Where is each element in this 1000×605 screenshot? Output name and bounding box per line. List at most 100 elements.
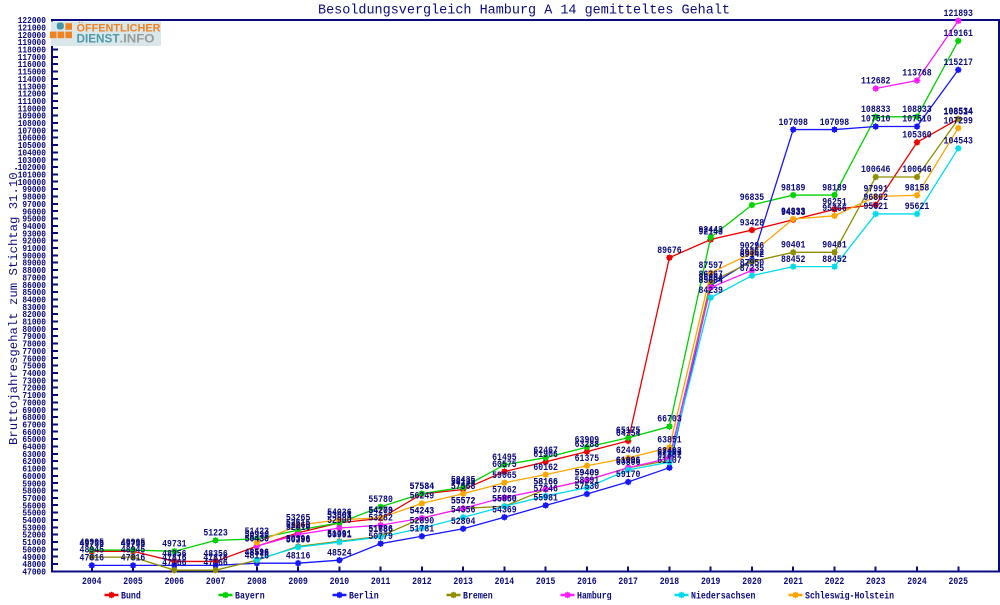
svg-text:108514: 108514	[944, 107, 973, 118]
svg-text:53601: 53601	[327, 511, 352, 522]
svg-text:51686: 51686	[368, 525, 393, 536]
svg-text:60000: 60000	[22, 472, 46, 482]
svg-text:107098: 107098	[820, 118, 849, 129]
svg-text:52900: 52900	[327, 516, 352, 527]
svg-text:2016: 2016	[577, 577, 597, 588]
svg-text:61495: 61495	[492, 453, 517, 464]
svg-text:100646: 100646	[861, 165, 890, 176]
svg-text:Bruttojahresgehalt zum Stichta: Bruttojahresgehalt zum Stichtag 31.10.	[7, 165, 21, 445]
svg-text:105360: 105360	[902, 131, 931, 142]
svg-text:112000: 112000	[18, 90, 46, 100]
svg-text:48000: 48000	[22, 560, 46, 570]
svg-text:Niedersachsen: Niedersachsen	[691, 590, 755, 600]
svg-text:49735: 49735	[80, 539, 105, 550]
svg-text:61000: 61000	[22, 465, 46, 475]
svg-text:62103: 62103	[657, 449, 682, 460]
svg-text:49905: 49905	[121, 538, 146, 549]
svg-text:47816: 47816	[80, 554, 105, 565]
svg-text:87597: 87597	[698, 261, 723, 272]
svg-text:115217: 115217	[944, 58, 973, 69]
svg-text:2011: 2011	[371, 577, 391, 588]
svg-text:57584: 57584	[410, 482, 435, 493]
svg-text:64754: 64754	[616, 429, 641, 440]
svg-text:119161: 119161	[944, 29, 973, 40]
svg-text:55850: 55850	[492, 495, 517, 506]
svg-text:55780: 55780	[368, 495, 393, 506]
svg-text:85904: 85904	[698, 274, 723, 285]
svg-text:95366: 95366	[822, 204, 847, 215]
svg-text:57062: 57062	[492, 486, 517, 497]
svg-text:104000: 104000	[18, 148, 46, 158]
svg-text:107098: 107098	[779, 118, 808, 129]
svg-text:DIENST: DIENST	[77, 34, 120, 46]
svg-text:68000: 68000	[22, 413, 46, 423]
svg-text:89362: 89362	[740, 248, 765, 259]
svg-text:97000: 97000	[22, 200, 46, 210]
svg-text:96862: 96862	[863, 193, 888, 204]
svg-text:49731: 49731	[162, 540, 187, 551]
svg-text:2018: 2018	[660, 577, 680, 588]
svg-text:63851: 63851	[657, 436, 682, 447]
svg-text:96000: 96000	[22, 207, 46, 217]
svg-text:58135: 58135	[451, 478, 476, 489]
svg-text:82000: 82000	[22, 310, 46, 320]
svg-text:78000: 78000	[22, 340, 46, 350]
svg-text:48356: 48356	[162, 550, 187, 561]
svg-text:48596: 48596	[245, 548, 270, 559]
svg-text:89676: 89676	[657, 246, 682, 257]
svg-text:47000: 47000	[22, 568, 46, 578]
svg-text:51091: 51091	[327, 530, 352, 541]
svg-text:59170: 59170	[616, 470, 641, 481]
svg-text:50296: 50296	[286, 535, 311, 546]
svg-text:80000: 80000	[22, 325, 46, 335]
svg-text:108833: 108833	[861, 105, 890, 116]
svg-text:99000: 99000	[22, 185, 46, 195]
svg-text:103000: 103000	[18, 156, 46, 166]
svg-text:51786: 51786	[368, 524, 393, 535]
svg-text:95621: 95621	[863, 202, 888, 213]
svg-text:81000: 81000	[22, 318, 46, 328]
svg-text:83000: 83000	[22, 303, 46, 313]
svg-text:54243: 54243	[410, 506, 435, 517]
svg-text:55572: 55572	[451, 497, 476, 508]
svg-text:63000: 63000	[22, 450, 46, 460]
svg-text:2007: 2007	[206, 577, 226, 588]
svg-text:2019: 2019	[701, 577, 721, 588]
svg-text:90296: 90296	[740, 241, 765, 252]
svg-text:51223: 51223	[203, 529, 228, 540]
svg-text:105000: 105000	[18, 141, 46, 151]
svg-text:Besoldungsvergleich Hamburg A: Besoldungsvergleich Hamburg A 14 gemitte…	[318, 4, 730, 19]
svg-text:50430: 50430	[245, 534, 270, 545]
svg-text:113000: 113000	[18, 82, 46, 92]
svg-text:49000: 49000	[22, 553, 46, 563]
svg-text:61096: 61096	[616, 456, 641, 467]
svg-text:66000: 66000	[22, 428, 46, 438]
svg-text:47816: 47816	[121, 554, 146, 565]
svg-text:58166: 58166	[533, 478, 558, 489]
svg-text:50430: 50430	[245, 534, 270, 545]
svg-text:48116: 48116	[286, 551, 311, 562]
svg-text:57246: 57246	[533, 484, 558, 495]
svg-text:106000: 106000	[18, 134, 46, 144]
svg-text:115000: 115000	[18, 68, 46, 78]
svg-text:52890: 52890	[410, 516, 435, 527]
svg-text:62440: 62440	[616, 446, 641, 457]
svg-text:2004: 2004	[82, 577, 102, 588]
svg-text:92000: 92000	[22, 237, 46, 247]
svg-text:59065: 59065	[492, 471, 517, 482]
svg-text:89000: 89000	[22, 259, 46, 269]
svg-text:55860: 55860	[492, 494, 517, 505]
svg-text:95000: 95000	[22, 215, 46, 225]
svg-text:2015: 2015	[536, 577, 556, 588]
svg-text:72000: 72000	[22, 384, 46, 394]
svg-text:56249: 56249	[410, 492, 435, 503]
svg-text:122000: 122000	[18, 16, 46, 26]
svg-text:66703: 66703	[657, 415, 682, 426]
svg-text:54036: 54036	[327, 508, 352, 519]
svg-text:61096: 61096	[616, 456, 641, 467]
svg-text:90000: 90000	[22, 251, 46, 261]
svg-text:52265: 52265	[286, 521, 311, 532]
svg-text:96251: 96251	[822, 198, 847, 209]
svg-text:59409: 59409	[575, 468, 600, 479]
svg-text:2005: 2005	[123, 577, 143, 588]
